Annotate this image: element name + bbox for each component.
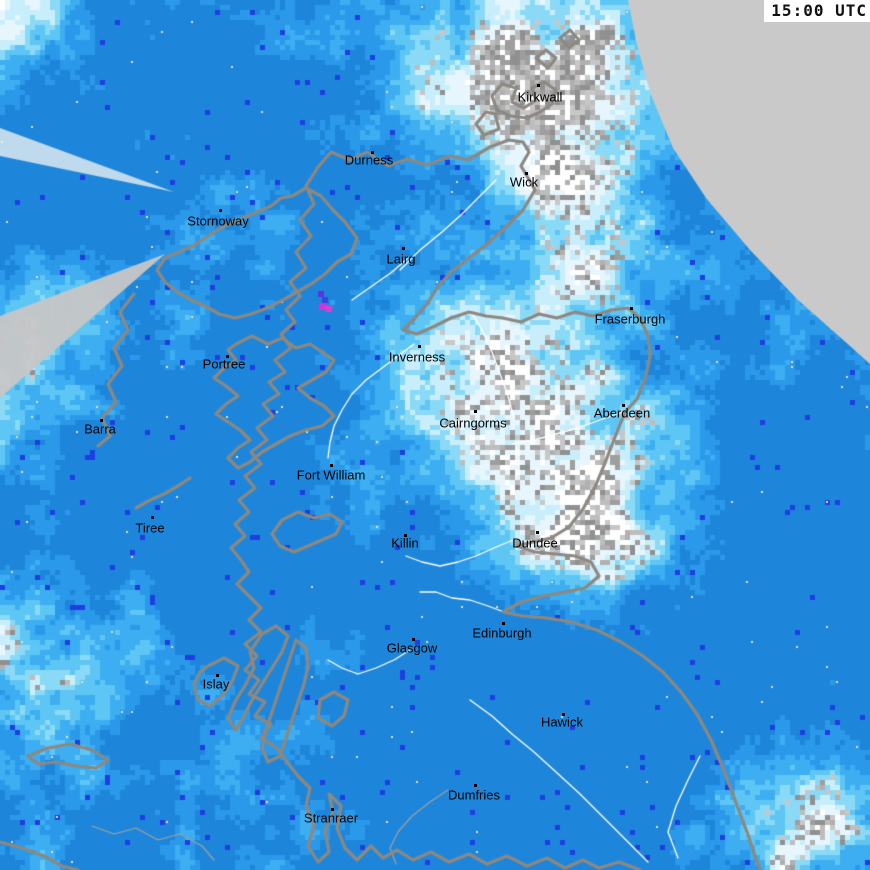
timestamp-badge: 15:00 UTC (764, 0, 870, 22)
